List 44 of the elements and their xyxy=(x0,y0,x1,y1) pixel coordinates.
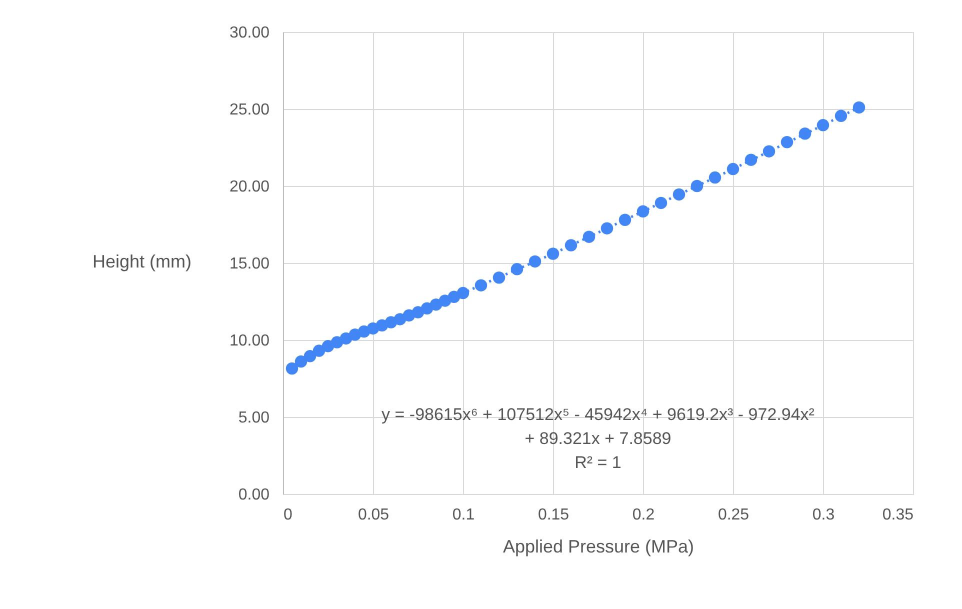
point xyxy=(798,128,812,140)
point xyxy=(636,205,650,218)
x-tick-label: 0.25 xyxy=(718,506,750,524)
point xyxy=(834,110,848,122)
point xyxy=(852,101,866,114)
point xyxy=(474,279,488,292)
point xyxy=(510,263,524,276)
point xyxy=(780,136,794,148)
point xyxy=(672,188,686,201)
annotation: y = -98615x⁶ + 107512x⁵ - 45942x⁴ + 9619.2x³ - 972.94x² xyxy=(382,405,815,424)
x-tick-label: 0 xyxy=(284,506,292,524)
annotation: + 89.321x + 7.8589 xyxy=(524,429,672,448)
x-tick-label: 0.15 xyxy=(538,506,570,524)
point xyxy=(744,154,758,166)
point xyxy=(600,222,614,234)
y-tick-label: 20.00 xyxy=(229,178,270,196)
point xyxy=(546,248,560,260)
point xyxy=(690,180,704,192)
point xyxy=(654,196,668,210)
point xyxy=(528,255,542,268)
point xyxy=(492,272,506,284)
x-tick-label: 0.3 xyxy=(812,506,835,524)
point xyxy=(762,145,776,158)
x-tick-label: 0.2 xyxy=(632,506,655,524)
y-tick-label: 25.00 xyxy=(229,102,270,118)
point xyxy=(286,362,298,375)
point xyxy=(456,286,470,300)
point xyxy=(708,171,722,184)
point xyxy=(618,214,632,226)
x-tick-label: 0.35 xyxy=(882,506,914,524)
point xyxy=(564,239,578,252)
point xyxy=(816,119,830,132)
x-tick-label: 0.1 xyxy=(452,506,475,524)
annotation: R² = 1 xyxy=(574,453,622,472)
y-tick-label: 0.00 xyxy=(238,486,270,504)
y-tick-label: 10.00 xyxy=(229,332,270,350)
x-tick-label: 0.05 xyxy=(358,506,390,524)
point xyxy=(726,162,740,176)
x-axis-title: Applied Pressure (MPa) xyxy=(502,536,694,556)
point xyxy=(582,230,596,243)
y-tick-label: 5.00 xyxy=(238,410,270,426)
y-tick-label: 15.00 xyxy=(229,256,270,272)
y-axis-title: Height (mm) xyxy=(92,252,192,272)
y-tick-label: 30.00 xyxy=(229,24,270,42)
